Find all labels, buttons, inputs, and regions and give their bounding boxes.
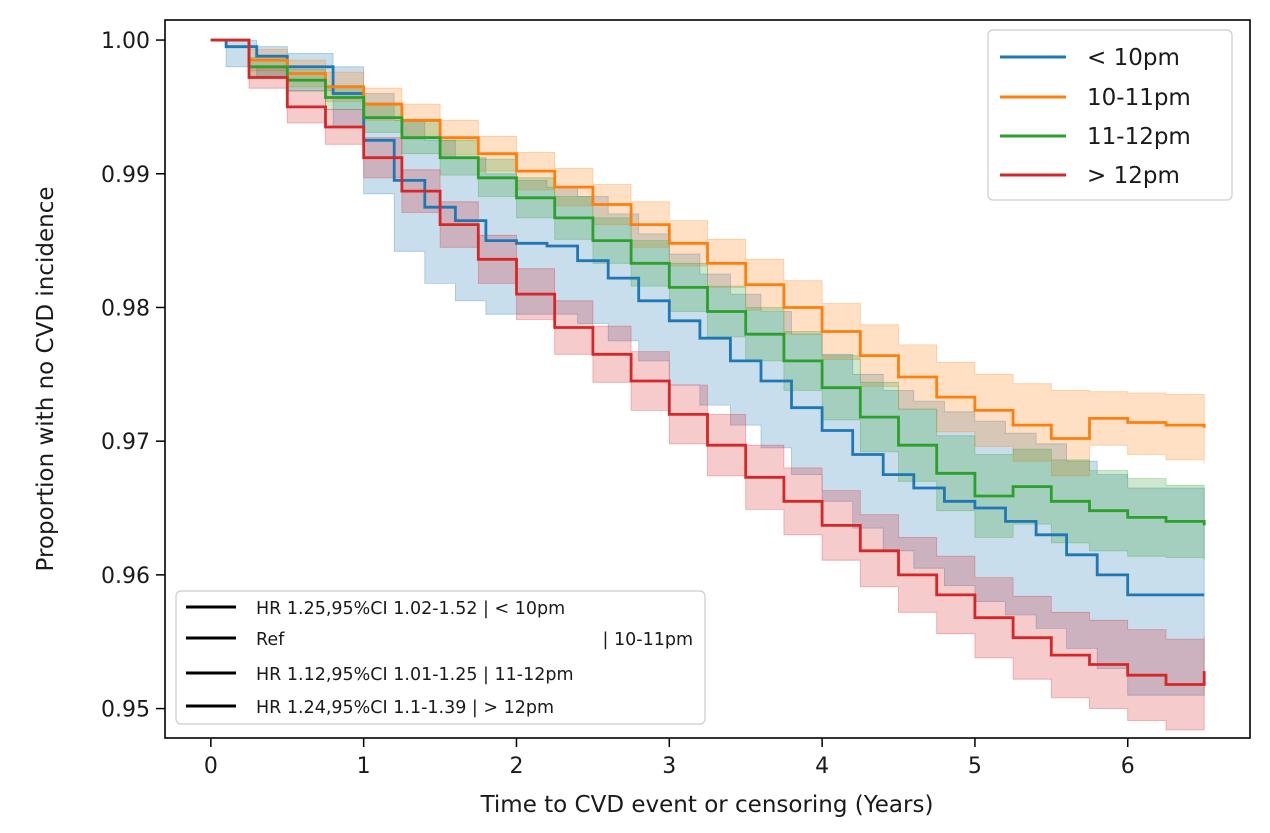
x-tick-label: 5 [968,754,982,779]
y-tick-label: 1.00 [101,29,150,54]
x-tick-label: 6 [1121,754,1135,779]
y-tick-label: 0.95 [101,698,150,723]
survival-curve-gt-12pm [210,38,1206,686]
y-tick-label: 0.99 [101,163,150,188]
hr-label-gt12pm: HR 1.24,95%CI 1.1-1.39 | > 12pm [256,698,554,718]
survival-curve-lt-10pm [210,38,1205,597]
legend-box [987,29,1233,201]
hr-label-ref: Ref [256,630,285,650]
x-axis-label: Time to CVD event or censoring (Years) [480,792,934,818]
hazard-ratio-box: HR 1.25,95%CI 1.02-1.52 | < 10pm Ref | 1… [175,590,706,725]
y-axis: 0.95 0.96 0.97 0.98 0.99 1.00 [101,29,165,723]
legend-label-lt10pm: < 10pm [1087,45,1180,71]
ci-band-lt-10pm [210,39,1205,696]
hazard-ratio-box-frame [175,590,706,725]
hr-label-lt10pm: HR 1.25,95%CI 1.02-1.52 | < 10pm [256,599,565,619]
x-tick-label: 1 [357,754,371,779]
y-tick-label: 0.96 [101,564,150,589]
hr-label-10-11pm: | 10-11pm [603,630,693,650]
x-tick-label: 2 [509,754,523,779]
legend: < 10pm 10-11pm 11-12pm > 12pm [987,29,1233,201]
legend-label-11-12pm: 11-12pm [1087,124,1191,150]
legend-label-gt12pm: > 12pm [1087,163,1180,189]
x-tick-label: 4 [815,754,829,779]
x-axis: 0 1 2 3 4 5 6 [204,738,1135,779]
y-tick-label: 0.97 [101,430,150,455]
survival-curve-11-12pm [210,38,1206,526]
y-tick-label: 0.98 [101,296,150,321]
y-axis-label: Proportion with no CVD incidence [33,187,59,572]
x-tick-label: 0 [204,754,218,779]
survival-curve-10-11pm [210,38,1206,440]
survival-curves [210,38,1206,686]
plot-frame [164,19,1251,739]
hr-label-11-12pm: HR 1.12,95%CI 1.01-1.25 | 11-12pm [256,665,574,685]
x-tick-label: 3 [662,754,676,779]
legend-label-10-11pm: 10-11pm [1087,85,1191,111]
